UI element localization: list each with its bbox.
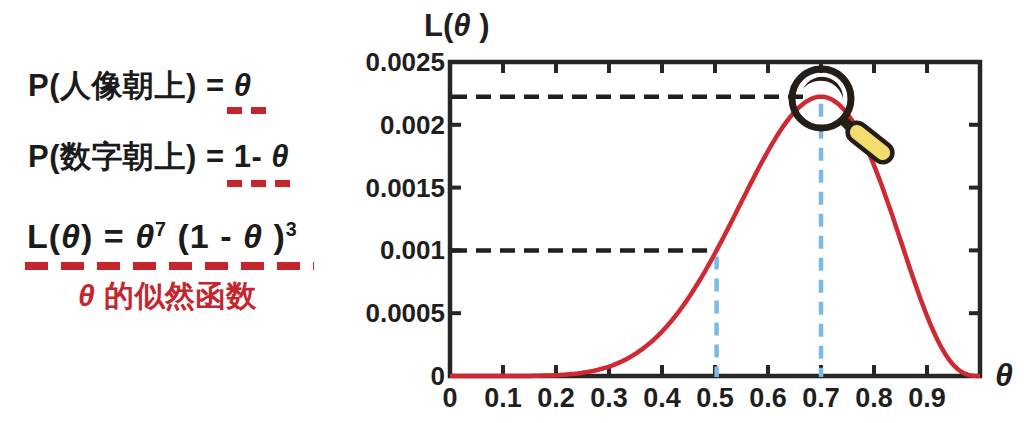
svg-text:0.7: 0.7 bbox=[802, 383, 840, 413]
likelihood-chart: 0 0.0005 0.001 0.0015 0.002 0.0025 0 0.1 0.2 0.3 0… bbox=[0, 0, 1024, 423]
svg-text:0.6: 0.6 bbox=[749, 383, 787, 413]
svg-text:0.0025: 0.0025 bbox=[365, 47, 445, 77]
svg-text:0.2: 0.2 bbox=[537, 383, 575, 413]
x-axis-labels: 0 0.1 0.2 0.3 0.4 0.5 0.6 0.7 0.8 0.9 bbox=[442, 383, 945, 413]
y-axis-labels: 00.00050.0010.00150.0020.0025 bbox=[365, 47, 445, 391]
theta-markers-dashed bbox=[717, 104, 821, 377]
svg-text:0.0015: 0.0015 bbox=[365, 173, 445, 203]
svg-text:0.9: 0.9 bbox=[908, 383, 946, 413]
svg-text:0.0005: 0.0005 bbox=[365, 298, 445, 328]
svg-text:0.002: 0.002 bbox=[380, 110, 445, 140]
svg-text:0.8: 0.8 bbox=[855, 383, 893, 413]
y-axis-title: L(θ ) bbox=[424, 8, 490, 43]
svg-text:0.001: 0.001 bbox=[380, 235, 445, 265]
svg-text:0.3: 0.3 bbox=[590, 383, 628, 413]
x-axis-title: θ bbox=[995, 357, 1013, 393]
svg-text:0.1: 0.1 bbox=[484, 383, 522, 413]
svg-text:0.5: 0.5 bbox=[696, 383, 734, 413]
svg-text:0: 0 bbox=[442, 383, 457, 413]
magnifier-icon bbox=[792, 69, 896, 166]
svg-text:0.4: 0.4 bbox=[643, 383, 681, 413]
